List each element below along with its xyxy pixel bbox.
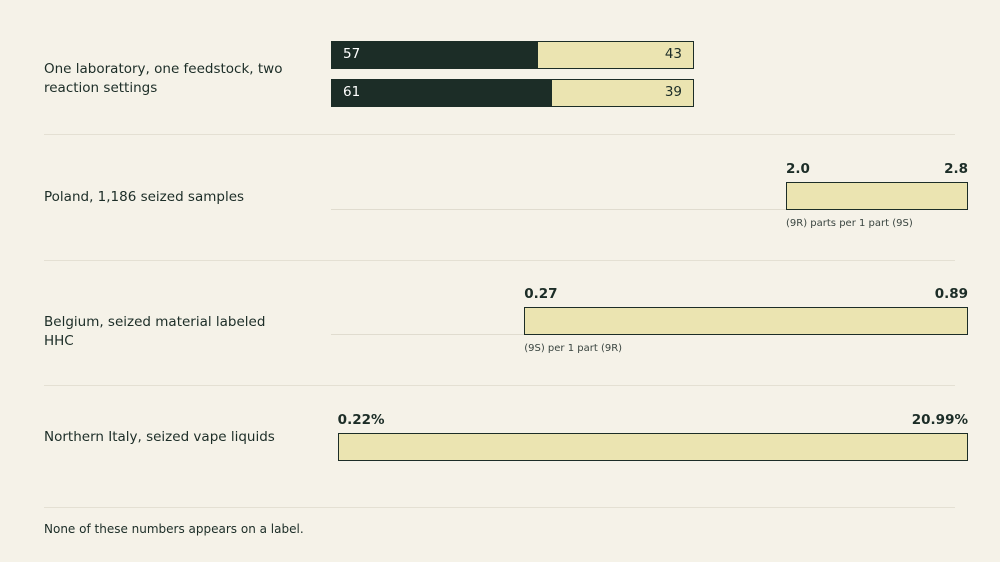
footnote: None of these numbers appears on a label…	[44, 522, 304, 536]
row-separator	[44, 507, 955, 508]
range-high-label: 2.8	[944, 161, 968, 177]
range-bar	[337, 433, 968, 461]
range-low-label: 2.0	[786, 161, 810, 177]
bar-segment	[552, 79, 694, 107]
row-separator	[44, 134, 955, 135]
range-high-label: 0.89	[934, 286, 968, 302]
row-title: Belgium, seized material labeled HHC	[44, 314, 266, 349]
row-separator	[44, 260, 955, 261]
range-low-label: 0.22%	[337, 412, 385, 428]
row-title: One laboratory, one feedstock, two react…	[44, 61, 283, 96]
segment-label: 39	[664, 84, 682, 100]
bar-segment	[331, 41, 538, 69]
unit-note: (9R) parts per 1 part (9S)	[786, 218, 913, 229]
baseline	[331, 209, 968, 210]
segment-label: 57	[343, 46, 361, 62]
range-high-label: 20.99%	[911, 412, 968, 428]
range-bar	[524, 307, 968, 335]
segment-label: 43	[664, 46, 682, 62]
row-title: Northern Italy, seized vape liquids	[44, 429, 275, 445]
bar-segment	[537, 41, 694, 69]
segment-label: 61	[343, 84, 361, 100]
row-separator	[44, 385, 955, 386]
bar-segment	[331, 79, 553, 107]
range-bar	[786, 182, 968, 210]
unit-note: (9S) per 1 part (9R)	[524, 343, 623, 354]
row-title: Poland, 1,186 seized samples	[44, 189, 245, 205]
range-low-label: 0.27	[524, 286, 558, 302]
